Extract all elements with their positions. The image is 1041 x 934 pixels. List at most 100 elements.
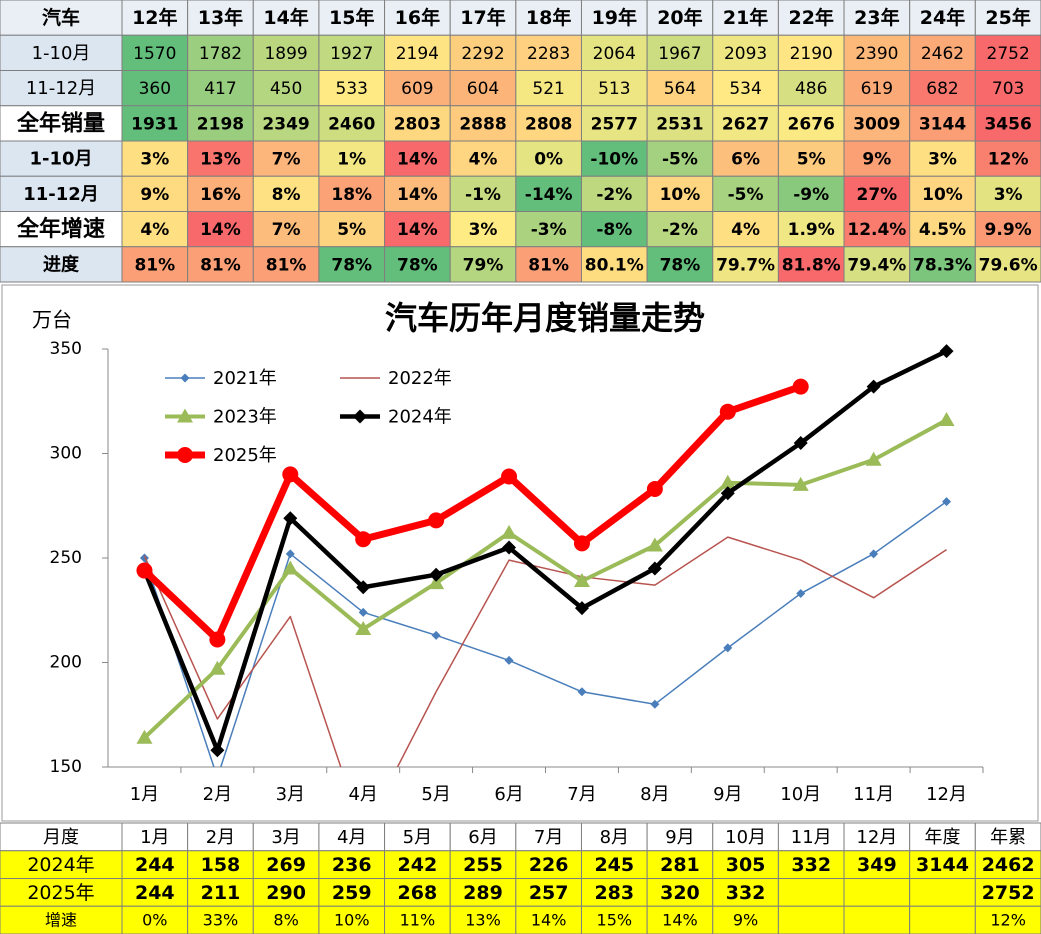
series — [139, 497, 952, 767]
cell-text: 81.8% — [782, 255, 841, 275]
cell-text: 14% — [200, 220, 241, 240]
cell-text: 305 — [726, 854, 766, 876]
cell-text: 283 — [594, 882, 634, 904]
cell-text: 10% — [334, 911, 370, 930]
cell-text: 2462 — [921, 44, 964, 64]
header-text: 2月 — [206, 827, 235, 848]
header-text: 8月 — [600, 827, 629, 848]
x-tick-label: 8月 — [640, 784, 669, 805]
cell-text: 78% — [397, 255, 438, 275]
cell-text: 244 — [135, 882, 175, 904]
header-cell — [646, 822, 714, 852]
x-tick-label: 11月 — [853, 784, 894, 805]
cell-text: 10% — [922, 185, 963, 205]
cell-text: 3% — [994, 185, 1023, 205]
row-label: 1-10月 — [32, 43, 91, 64]
header-cell — [252, 822, 320, 852]
heat-cell — [777, 211, 845, 248]
header-cell — [712, 0, 779, 36]
cell-text: 81% — [528, 255, 569, 275]
point — [720, 486, 735, 501]
cell-text: 2025年 — [27, 882, 94, 904]
header-cell — [843, 0, 911, 36]
cell-text: 79.7% — [716, 255, 775, 275]
cell-text: 9% — [862, 150, 891, 170]
header-text: 12月 — [856, 827, 897, 848]
header-text: 3月 — [271, 827, 300, 848]
table-cell — [580, 878, 648, 907]
y-tick-label: 350 — [50, 339, 82, 359]
table-cell — [187, 905, 254, 934]
table-cell — [449, 905, 517, 934]
header-cell — [449, 0, 517, 36]
legend-marker — [180, 373, 190, 383]
cell-text: 604 — [467, 79, 499, 99]
point — [869, 549, 879, 559]
cell-text: 1570 — [133, 44, 176, 64]
heat-cell — [515, 211, 582, 248]
cell-text: 2531 — [656, 114, 703, 134]
heat-cell — [121, 34, 189, 71]
cell-text: 2190 — [790, 44, 833, 64]
cell-text: 7% — [272, 220, 301, 240]
cell-text: 417 — [204, 79, 236, 99]
header-text: 23年 — [854, 6, 899, 29]
cell-text: 14% — [397, 185, 438, 205]
header-text: 11月 — [791, 827, 832, 848]
table-cell — [843, 878, 911, 907]
cell-text: 521 — [532, 79, 564, 99]
point — [502, 540, 517, 555]
heat-cell — [843, 140, 911, 177]
header-text: 24年 — [920, 6, 965, 29]
cell-text: 79.6% — [979, 255, 1038, 275]
heat-cell — [777, 105, 845, 142]
table-cell — [843, 905, 911, 934]
row-label: 11-12月 — [26, 78, 96, 99]
header-text: 14年 — [263, 6, 308, 29]
x-tick-label: 3月 — [276, 784, 305, 805]
cell-text: 1931 — [131, 114, 178, 134]
heat-cell — [777, 70, 845, 107]
cell-text: 3144 — [916, 854, 969, 876]
heat-cell — [449, 175, 517, 212]
cell-text: 78% — [660, 255, 701, 275]
heat-cell — [580, 105, 648, 142]
point — [355, 531, 372, 548]
x-tick-label: 5月 — [421, 784, 450, 805]
row-label: 1-10月 — [29, 149, 92, 170]
cell-text: 609 — [401, 79, 433, 99]
point — [501, 524, 518, 539]
cell-text: 79.4% — [847, 255, 906, 275]
table-cell — [580, 850, 648, 879]
cell-text: 2627 — [722, 114, 769, 134]
table-cell — [318, 905, 386, 934]
x-tick-label: 12月 — [926, 784, 967, 805]
x-tick-label: 10月 — [780, 784, 821, 805]
point — [282, 560, 299, 575]
heat-cell — [580, 246, 648, 283]
x-tick-label: 2月 — [203, 784, 232, 805]
point — [209, 631, 226, 648]
heat-cell — [384, 140, 451, 177]
cell-text: 1927 — [330, 44, 373, 64]
cell-text: 12.4% — [847, 220, 906, 240]
cell-text: 9.9% — [985, 220, 1032, 240]
cell-text: 14% — [397, 150, 438, 170]
cell-text: 564 — [664, 79, 696, 99]
cell-text: 2462 — [982, 854, 1035, 876]
cell-text: 2064 — [593, 44, 636, 64]
heat-cell — [318, 34, 386, 71]
cell-text: 619 — [861, 79, 893, 99]
cell-text: 360 — [139, 79, 171, 99]
heat-cell — [712, 140, 779, 177]
header-text: 汽车 — [42, 6, 80, 29]
table-cell — [318, 850, 386, 879]
cell-text: 2093 — [724, 44, 767, 64]
cell-text: 16% — [200, 185, 241, 205]
series-line — [143, 418, 948, 740]
cell-text: 12% — [990, 911, 1026, 930]
header-cell — [121, 0, 189, 36]
point — [358, 607, 368, 617]
y-tick-label: 150 — [50, 757, 82, 777]
header-text: 年累 — [990, 827, 1026, 848]
